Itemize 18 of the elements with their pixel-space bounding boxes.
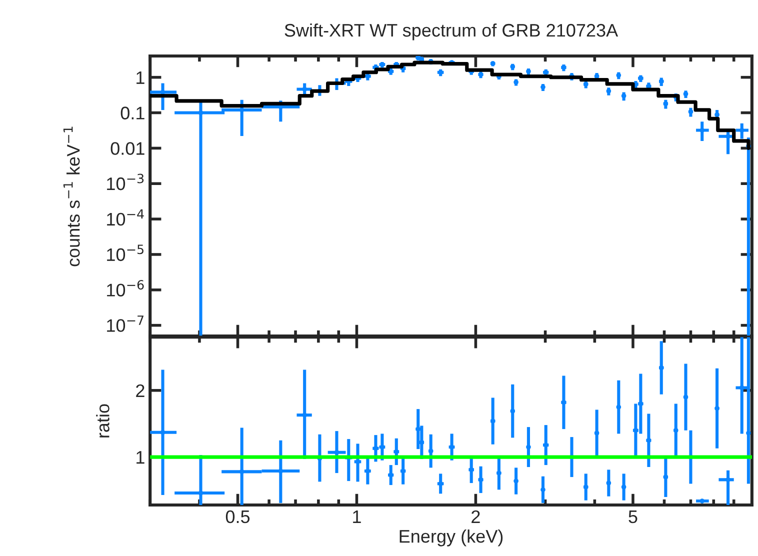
x-tick-label: 1 <box>353 510 361 523</box>
y-tick-label: 0.1 <box>120 106 144 120</box>
y-tick-label: 10$^{−7}$ <box>107 316 144 332</box>
x-tick-label: 5 <box>628 510 638 524</box>
y-tick-label: 0.01 <box>110 142 144 155</box>
y-tick-label: 10$^{−4}$ <box>107 209 144 226</box>
y-axis-title: ratio <box>96 404 110 438</box>
y-axis-title: counts s$^{−1}$ keV$^{−1}$ <box>63 126 80 266</box>
y-tick-label: 10$^{−6}$ <box>107 280 144 296</box>
y-tick-label: 10$^{−3}$ <box>107 174 144 190</box>
y-tick-label: 2 <box>136 384 144 397</box>
x-tick-label: 0.5 <box>226 510 250 524</box>
y-tick-label: 10$^{−5}$ <box>107 244 144 262</box>
y-tick-label: 1 <box>136 451 144 464</box>
x-axis-title: Energy (keV) <box>400 529 503 546</box>
chart-title: Swift-XRT WT spectrum of GRB 210723A <box>284 23 618 40</box>
y-tick-label: 1 <box>136 71 144 84</box>
x-tick-label: 2 <box>472 510 480 523</box>
